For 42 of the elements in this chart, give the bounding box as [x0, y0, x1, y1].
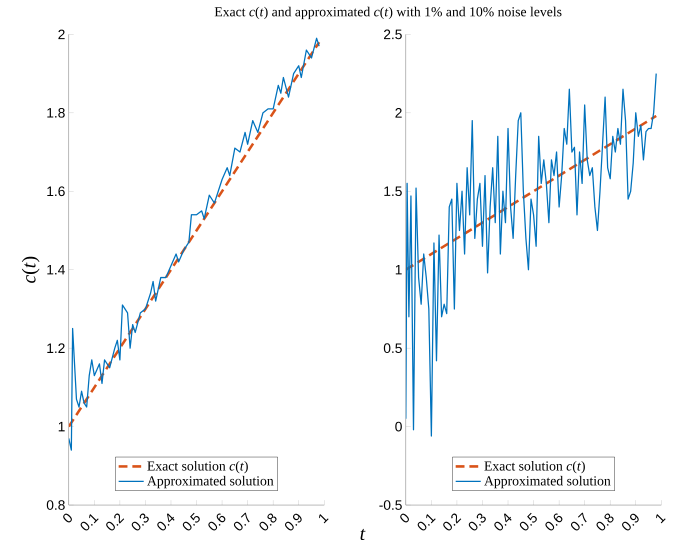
x-tick-label: 0.7: [570, 512, 587, 530]
x-tick-label: 0.4: [494, 513, 512, 530]
x-tick-label: 0.5: [520, 512, 537, 530]
y-tick-label: 1.4: [47, 264, 65, 274]
legend-label: Approximated solution: [147, 476, 274, 488]
y-axis-title: c(t): [22, 256, 40, 283]
legend-label: Approximated solution: [484, 476, 611, 488]
y-tick-label: 0.8: [46, 500, 65, 510]
x-tick-label: 0.6: [208, 513, 226, 530]
y-tick-label: 1.5: [384, 186, 402, 196]
x-tick-label: 0.3: [132, 513, 149, 530]
y-tick-label: 1.6: [47, 186, 65, 196]
x-tick-label: 1: [319, 514, 329, 524]
x-axis-title: t: [360, 528, 366, 540]
y-tick-label: 0.5: [384, 343, 402, 353]
x-tick-label: 0.5: [182, 512, 200, 530]
x-tick-label: 0.7: [234, 512, 250, 530]
y-tick-label: 1: [396, 264, 402, 274]
x-tick-label: 0.4: [157, 513, 175, 530]
x-tick-label: 0.9: [622, 514, 639, 530]
x-tick-label: 0.9: [285, 514, 302, 530]
legend-label: Exact solution c(t): [147, 460, 248, 474]
x-tick-label: 0.6: [545, 513, 562, 530]
x-tick-label: 0.8: [259, 513, 277, 530]
y-tick-label: 2.5: [384, 29, 402, 40]
y-tick-label: -0.5: [379, 500, 402, 510]
x-tick-label: 0.2: [443, 513, 462, 530]
x-tick-label: 1: [656, 514, 666, 524]
x-tick-label: 0.2: [106, 513, 124, 530]
x-tick-label: 0.1: [80, 514, 99, 530]
x-tick-label: 0.8: [596, 513, 614, 530]
chart-title: Exact c(t) and approximated c(t) with 1% and 10% noise levels: [214, 6, 562, 20]
y-tick-label: 1.8: [47, 108, 65, 118]
y-tick-label: 1.2: [47, 343, 65, 353]
y-tick-label: 0: [395, 422, 402, 432]
x-tick-label: 0.3: [468, 513, 486, 530]
y-tick-label: 2: [58, 29, 65, 40]
y-tick-label: 2: [395, 108, 402, 118]
line-series: [406, 72, 657, 437]
legend-label: Exact solution c(t): [484, 460, 585, 474]
x-tick-label: 0.1: [418, 514, 436, 530]
y-tick-label: 1: [58, 422, 65, 432]
